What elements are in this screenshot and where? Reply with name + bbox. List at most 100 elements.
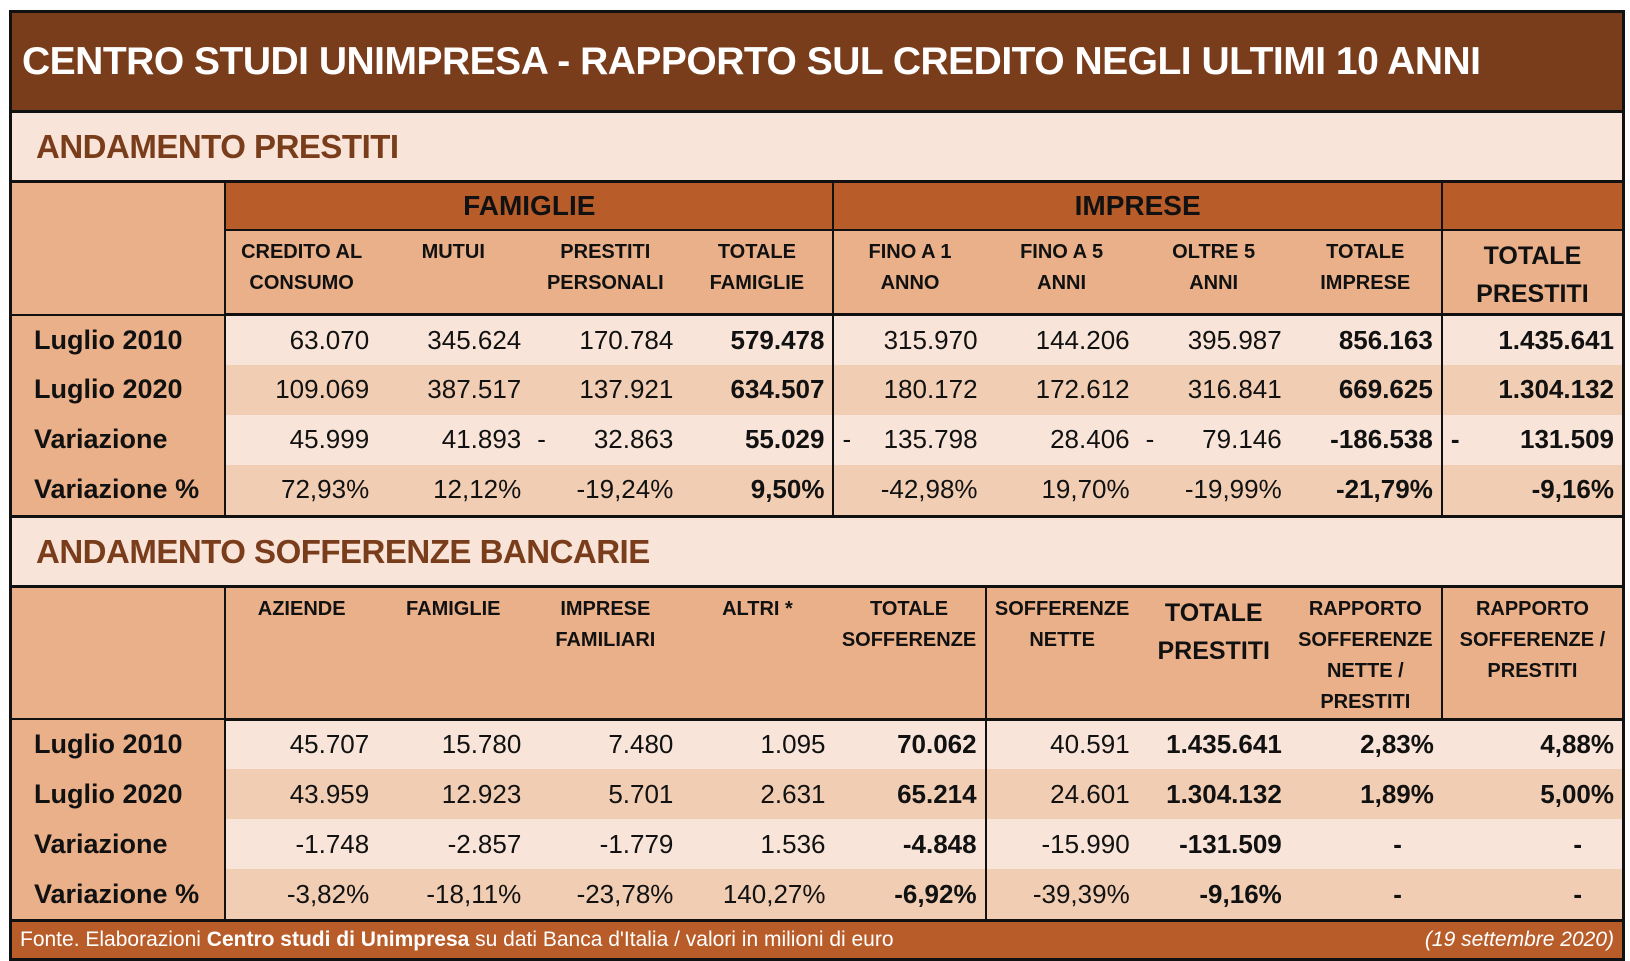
table-cell: 315.970 xyxy=(832,314,986,365)
column-header: AZIENDE xyxy=(225,587,378,721)
table-cell: 7.480 xyxy=(529,719,682,769)
column-header: TOTALE PRESTITI xyxy=(1440,230,1622,316)
minus-sign: - xyxy=(842,424,852,454)
column-header: MUTUI xyxy=(377,230,530,316)
minus-sign: - xyxy=(537,424,546,454)
table-cell: 9,50% xyxy=(681,464,834,515)
table-cell: 170.784 xyxy=(529,314,682,365)
table-cell: 1.304.132 xyxy=(1137,769,1290,819)
source-bold: Centro studi di Unimpresa xyxy=(206,928,470,951)
footer-source: Fonte. Elaborazioni Centro studi di Unim… xyxy=(12,919,1622,958)
table-cell: -135.798 xyxy=(832,414,986,465)
group-imprese: IMPRESE xyxy=(832,183,1442,231)
table-cell: 1,89% xyxy=(1289,769,1442,819)
table-cell: 19,70% xyxy=(985,464,1138,515)
table-cell: 669.625 xyxy=(1289,364,1442,415)
column-header: TOTALE IMPRESE xyxy=(1289,230,1442,316)
table-cell: 70.062 xyxy=(833,719,986,769)
table-cell: 5,00% xyxy=(1441,769,1622,819)
table-row: Variazione % -3,82% -18,11% -23,78% 140,27% -… xyxy=(12,869,1622,919)
column-header: CREDITO AL CONSUMO xyxy=(225,230,378,316)
source-suffix: su dati Banca d'Italia / valori in milio… xyxy=(469,928,894,951)
source-prefix: Fonte. Elaborazioni xyxy=(20,928,207,951)
table-cell: 28.406 xyxy=(985,414,1138,465)
table-cell: -23,78% xyxy=(529,869,682,919)
row-label: Luglio 2010 xyxy=(12,719,227,769)
table-cell: -9,16% xyxy=(1440,464,1622,515)
table-cell: -19,99% xyxy=(1137,464,1290,515)
table-cell: 856.163 xyxy=(1289,314,1442,365)
table-cell: 144.206 xyxy=(985,314,1138,365)
column-header: RAPPORTO SOFFERENZE NETTE / PRESTITI xyxy=(1289,587,1442,721)
table-cell: 395.987 xyxy=(1137,314,1290,365)
table-cell: -42,98% xyxy=(832,464,986,515)
column-header: TOTALE PRESTITI xyxy=(1137,587,1290,721)
table-cell: 72,93% xyxy=(225,464,378,515)
column-header: RAPPORTO SOFFERENZE / PRESTITI xyxy=(1440,587,1622,721)
table-cell: 4,88% xyxy=(1441,719,1622,769)
column-header: SOFFERENZE NETTE xyxy=(984,587,1138,721)
report-title: CENTRO STUDI UNIMPRESA - RAPPORTO SUL CR… xyxy=(12,13,1622,113)
table-cell: 316.841 xyxy=(1137,364,1290,415)
table-cell: 2.631 xyxy=(681,769,834,819)
table-cell: -2.857 xyxy=(377,819,530,869)
table-row: Luglio 2020 43.959 12.923 5.701 2.631 65.214 2… xyxy=(12,769,1622,819)
table-cell: 140,27% xyxy=(681,869,834,919)
table-cell: 63.070 xyxy=(225,314,378,365)
table-cell: 55.029 xyxy=(681,414,834,465)
column-header: OLTRE 5 ANNI xyxy=(1137,230,1290,316)
column-header: ALTRI * xyxy=(681,587,834,721)
table-cell: - xyxy=(1441,869,1622,919)
minus-sign: - xyxy=(1145,424,1155,454)
table-cell: -32.863 xyxy=(529,414,682,465)
table-cell: 2,83% xyxy=(1289,719,1442,769)
table-row: Luglio 2010 63.070 345.624 170.784 579.478 31… xyxy=(12,314,1622,365)
sofferenze-table: AZIENDE FAMIGLIE IMPRESE FAMILIARI ALTRI * T… xyxy=(12,587,1622,919)
table-cell: 65.214 xyxy=(833,769,986,819)
section-heading-sofferenze: ANDAMENTO SOFFERENZE BANCARIE xyxy=(12,514,1622,588)
table-cell: -131.509 xyxy=(1440,414,1622,465)
table-cell: -9,16% xyxy=(1137,869,1290,919)
table-cell: -3,82% xyxy=(225,869,378,919)
column-header: TOTALE FAMIGLIE xyxy=(681,230,834,316)
table-cell: 579.478 xyxy=(681,314,834,365)
column-header: FINO A 5 ANNI xyxy=(985,230,1138,316)
table-cell: 109.069 xyxy=(225,364,378,415)
prestiti-table: FAMIGLIE IMPRESE CREDITO AL CONSUMO MUTUI… xyxy=(12,183,1622,515)
corner-cell xyxy=(12,587,227,720)
table-row: Luglio 2010 45.707 15.780 7.480 1.095 70.062 4… xyxy=(12,719,1622,769)
table-cell: 15.780 xyxy=(377,719,530,769)
group-empty xyxy=(1440,183,1622,231)
table-cell: 12.923 xyxy=(377,769,530,819)
table-cell: - xyxy=(1441,819,1622,869)
table-cell: 1.304.132 xyxy=(1440,364,1622,415)
table-cell: 5.701 xyxy=(529,769,682,819)
table-cell: 345.624 xyxy=(377,314,530,365)
table-cell: -1.779 xyxy=(529,819,682,869)
report-date: (19 settembre 2020) xyxy=(1424,928,1614,951)
source-note: Fonte. Elaborazioni Centro studi di Unim… xyxy=(20,922,894,958)
table-cell: 1.435.641 xyxy=(1137,719,1290,769)
table-cell: 45.999 xyxy=(225,414,378,465)
credit-report-table: CENTRO STUDI UNIMPRESA - RAPPORTO SUL CR… xyxy=(9,10,1625,961)
column-header: IMPRESE FAMILIARI xyxy=(529,587,682,721)
row-label: Luglio 2020 xyxy=(12,769,227,819)
table-cell: 1.536 xyxy=(681,819,834,869)
table-cell: 43.959 xyxy=(225,769,378,819)
table-row: Variazione -1.748 -2.857 -1.779 1.536 -4.848-… xyxy=(12,819,1622,869)
row-label: Variazione % xyxy=(12,869,227,919)
table-row: Variazione 45.999 41.893-32.863 55.029-135.… xyxy=(12,414,1622,465)
table-cell: -186.538 xyxy=(1289,414,1442,465)
column-header: TOTALE SOFFERENZE xyxy=(833,587,986,721)
minus-sign: - xyxy=(1450,424,1460,454)
column-header: PRESTITI PERSONALI xyxy=(529,230,682,316)
table-cell: - xyxy=(1289,869,1442,919)
table-cell: 180.172 xyxy=(832,364,986,415)
corner-cell xyxy=(12,183,227,316)
table-cell: 24.601 xyxy=(984,769,1138,819)
table-cell: -18,11% xyxy=(377,869,530,919)
table-cell: 40.591 xyxy=(984,719,1138,769)
table-cell: 387.517 xyxy=(377,364,530,415)
table-cell: -1.748 xyxy=(225,819,378,869)
column-header: FINO A 1 ANNO xyxy=(832,230,986,316)
